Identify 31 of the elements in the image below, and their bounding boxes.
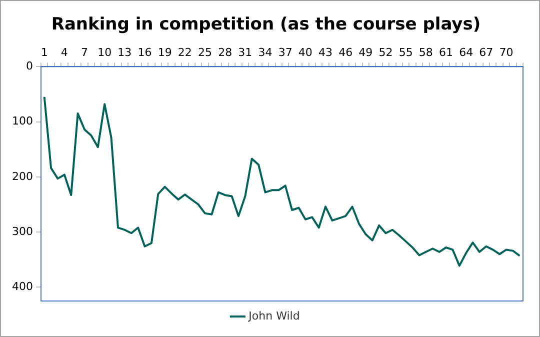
x-tick-label: 49 bbox=[358, 46, 373, 59]
x-tick-label: 28 bbox=[218, 46, 232, 59]
x-tick-label: 52 bbox=[378, 46, 393, 59]
x-tick-label: 1 bbox=[40, 46, 48, 59]
x-tick-label: 61 bbox=[439, 46, 454, 59]
y-tick-label: 300 bbox=[12, 224, 33, 238]
x-tick-label: 55 bbox=[398, 46, 413, 59]
x-tick-label: 40 bbox=[298, 46, 312, 59]
x-tick-label: 10 bbox=[98, 46, 112, 59]
x-tick-label: 43 bbox=[318, 46, 333, 59]
x-tick-label: 13 bbox=[118, 46, 132, 59]
x-tick-label: 34 bbox=[258, 46, 272, 59]
x-tick-label: 7 bbox=[81, 46, 88, 59]
x-tick-label: 46 bbox=[338, 46, 353, 59]
x-tick-label: 64 bbox=[459, 46, 474, 59]
x-tick-label: 67 bbox=[479, 46, 494, 59]
x-tick-label: 70 bbox=[499, 46, 514, 59]
x-tick-label: 58 bbox=[418, 46, 433, 59]
x-tick-label: 37 bbox=[278, 46, 292, 59]
x-tick-label: 25 bbox=[198, 46, 212, 59]
chart-title: Ranking in competition (as the course plays) bbox=[51, 14, 481, 35]
x-tick-label: 22 bbox=[178, 46, 192, 59]
y-tick-label: 100 bbox=[12, 114, 33, 128]
x-tick-label: 19 bbox=[158, 46, 172, 59]
x-tick-label: 16 bbox=[138, 46, 152, 59]
legend-label: John Wild bbox=[248, 309, 300, 322]
x-tick-label: 4 bbox=[60, 46, 68, 59]
x-tick-label: 31 bbox=[238, 46, 252, 59]
y-tick-label: 400 bbox=[12, 280, 33, 294]
y-tick-label: 200 bbox=[12, 170, 33, 183]
y-tick-label: 0 bbox=[26, 59, 33, 72]
